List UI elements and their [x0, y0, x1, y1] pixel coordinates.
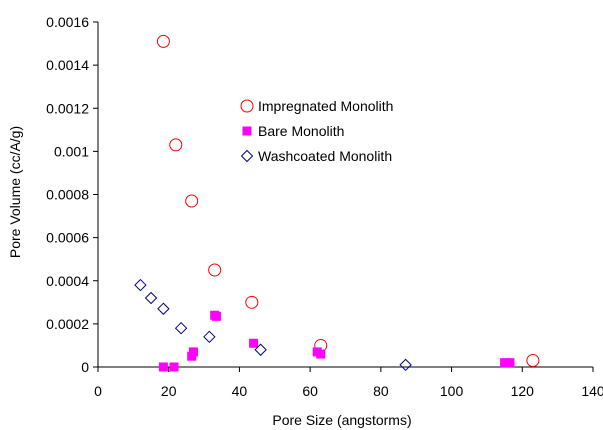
legend-marker-diamond	[240, 149, 254, 163]
y-tick-label: 0.0004	[46, 273, 89, 289]
y-tick-label: 0.001	[54, 143, 89, 159]
y-axis-title: Pore Volume (cc/A/g)	[7, 126, 23, 258]
square-point	[211, 311, 221, 321]
data-points	[134, 34, 540, 372]
square-point	[169, 362, 179, 372]
x-axis-ticks: 0 20 40 60 80 100 120 140	[94, 367, 603, 399]
square-point	[316, 349, 326, 359]
diamond-point	[144, 291, 158, 305]
square-point	[500, 358, 510, 368]
circle-point	[169, 138, 183, 152]
square-point	[505, 358, 515, 368]
circle-point	[185, 194, 199, 208]
diamond-point	[174, 321, 188, 335]
square-point	[188, 347, 198, 357]
y-tick-label: 0	[81, 359, 89, 375]
circle-point	[208, 263, 222, 277]
y-axis-ticks: 0 0.0002 0.0004 0.0006 0.0008 0.001 0.0012 0.00…	[46, 14, 98, 375]
diamond-point	[254, 343, 267, 356]
diamond-point	[399, 358, 412, 372]
legend: Impregnated Monolith Bare Monolith Washcoa…	[232, 93, 434, 171]
legend-label: Bare Monolith	[258, 123, 344, 139]
legend-marker-square	[242, 126, 252, 136]
circle-point	[526, 354, 540, 368]
x-tick-label: 80	[373, 383, 389, 399]
x-axis-title: Pore Size (angstorms)	[272, 412, 411, 428]
x-tick-label: 20	[161, 383, 177, 399]
x-tick-label: 100	[440, 383, 464, 399]
diamond-point	[203, 330, 216, 344]
circle-point	[245, 295, 259, 309]
y-tick-label: 0.0006	[46, 230, 89, 246]
square-point	[158, 362, 168, 372]
diamond-point	[157, 302, 170, 315]
x-tick-label: 140	[581, 383, 603, 399]
legend-label: Impregnated Monolith	[258, 98, 393, 114]
y-tick-label: 0.0012	[46, 100, 89, 116]
x-tick-label: 40	[232, 383, 248, 399]
legend-label: Washcoated Monolith	[258, 148, 392, 164]
y-tick-label: 0.0014	[46, 57, 89, 73]
y-tick-label: 0.0016	[46, 14, 89, 30]
y-tick-label: 0.0008	[46, 187, 89, 203]
diamond-point	[134, 278, 147, 292]
x-tick-label: 60	[302, 383, 318, 399]
circle-point	[156, 34, 170, 48]
x-tick-label: 0	[94, 383, 102, 399]
square-point	[249, 338, 259, 348]
x-tick-label: 120	[511, 383, 535, 399]
y-tick-label: 0.0002	[46, 316, 89, 332]
legend-box	[232, 93, 434, 171]
legend-marker-circle	[240, 99, 254, 113]
